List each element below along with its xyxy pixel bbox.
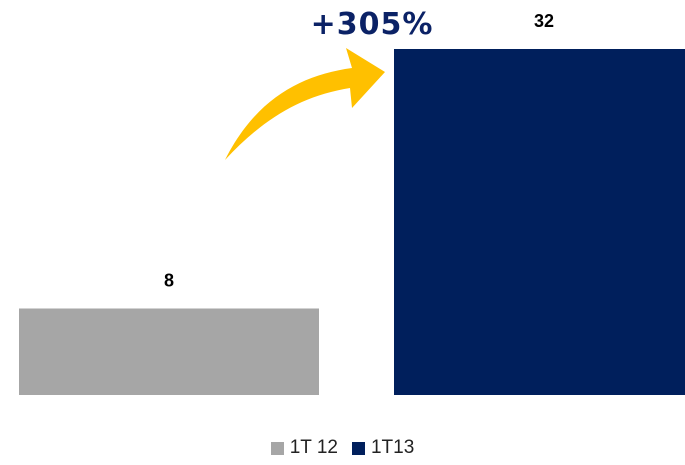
legend-item-1t13: 1T13 [351, 437, 415, 459]
growth-annotation: +305% [311, 7, 434, 42]
legend: 1T 12 1T13 [0, 437, 685, 459]
growth-arrow-icon [225, 48, 385, 160]
legend-swatch [351, 441, 365, 455]
value-labels-layer: 8 32 [164, 11, 554, 291]
data-label: 32 [534, 11, 554, 31]
legend-swatch [270, 441, 284, 455]
legend-item-1t12: 1T 12 [270, 437, 338, 459]
legend-label: 1T 12 [289, 437, 338, 458]
data-label: 8 [164, 271, 174, 291]
legend-label: 1T13 [370, 437, 415, 458]
bar-1t13 [394, 49, 685, 395]
bar-1t12 [19, 308, 319, 395]
bars-layer [19, 49, 685, 395]
